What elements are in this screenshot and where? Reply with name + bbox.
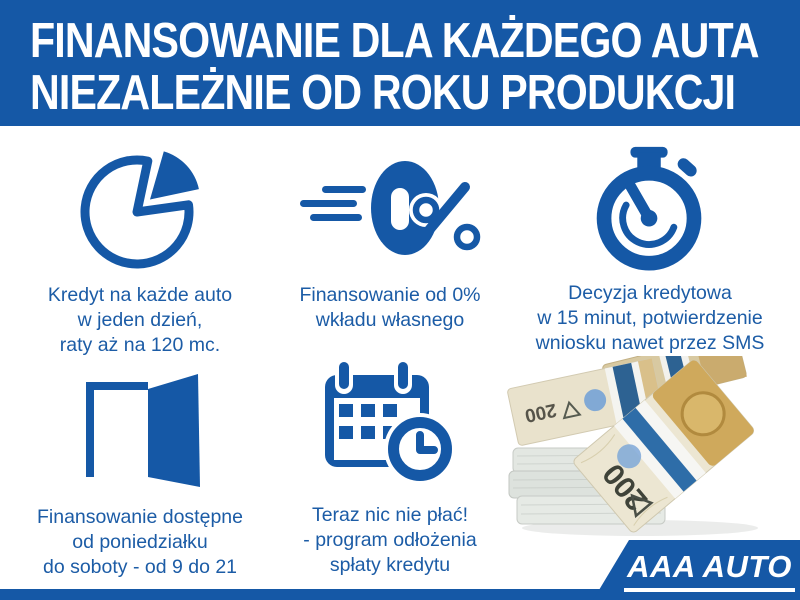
caption-line: wkładu własnego	[315, 309, 465, 331]
header-titles: FINANSOWANIE DLA KAŻDEGO AUTA NIEZALEŻNI…	[30, 14, 760, 120]
caption-line: w 15 minut, potwierdzenie	[537, 307, 763, 329]
caption-line: w jeden dzień,	[77, 309, 203, 331]
feature-caption: Decyzja kredytowa w 15 minut, potwierdze…	[508, 281, 792, 356]
caption-line: Teraz nic nie płać!	[311, 504, 469, 526]
feature-fast-decision: Decyzja kredytowa w 15 minut, potwierdze…	[508, 143, 792, 356]
caption-line: Kredyt na każde auto	[47, 284, 233, 306]
header-banner: FINANSOWANIE DLA KAŻDEGO AUTA NIEZALEŻNI…	[0, 0, 800, 126]
feature-opening-hours: Finansowanie dostępne od poniedziałku do…	[12, 363, 268, 580]
caption-line: Finansowanie dostępne	[37, 506, 243, 528]
feature-zero-percent: Finansowanie od 0% wkładu własnego	[268, 145, 512, 333]
caption-line: - program odłożenia	[303, 529, 477, 551]
caption-line: Finansowanie od 0%	[299, 284, 481, 306]
feature-caption: Kredyt na każde auto w jeden dzień, raty…	[12, 283, 268, 358]
banknote-bundles-illustration: 200 200	[507, 331, 758, 536]
stopwatch-icon	[596, 146, 702, 271]
pie-chart-icon	[80, 150, 199, 268]
feature-caption: Teraz nic nie płać! - program odłożenia …	[268, 503, 512, 578]
calendar-clock-icon	[325, 359, 456, 485]
caption-line: raty aż na 120 mc.	[59, 334, 221, 356]
feature-credit-any-car: Kredyt na każde auto w jeden dzień, raty…	[12, 145, 268, 358]
bottom-blue-strip	[0, 589, 800, 600]
caption-line: do soboty - od 9 do 21	[42, 556, 238, 578]
aaa-auto-logo: AAA AUTO	[593, 540, 800, 600]
caption-line: spłaty kredytu	[329, 554, 451, 576]
feature-caption: Finansowanie od 0% wkładu własnego	[268, 283, 512, 333]
title-line-2: NIEZALEŻNIE OD ROKU PRODUKCJI	[30, 66, 736, 120]
zero-percent-icon	[300, 160, 481, 255]
caption-line: od poniedziałku	[72, 531, 208, 553]
caption-line: Decyzja kredytowa	[568, 282, 732, 304]
caption-line: wniosku nawet przez SMS	[535, 332, 765, 354]
title-line-1: FINANSOWANIE DLA KAŻDEGO AUTA	[30, 14, 760, 68]
money-stacks-image: 200 200	[505, 331, 795, 538]
feature-deferred-payment: Teraz nic nie płać! - program odłożenia …	[268, 359, 512, 578]
aaa-auto-logo-text: AAA AUTO	[624, 549, 795, 592]
feature-caption: Finansowanie dostępne od poniedziałku do…	[12, 505, 268, 580]
open-door-icon	[85, 374, 200, 487]
